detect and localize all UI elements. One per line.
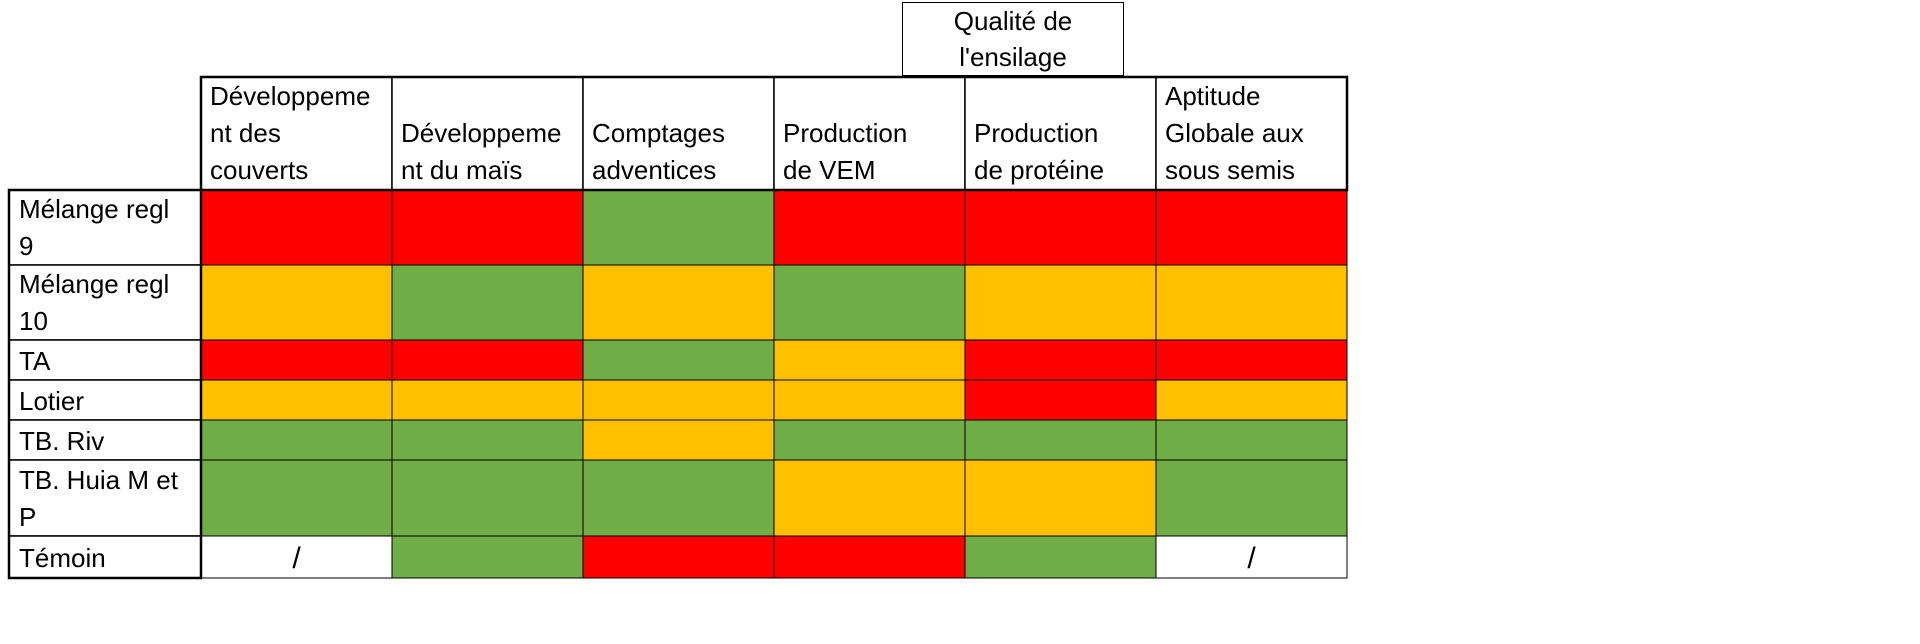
rating-cell (1155, 379, 1348, 421)
rating-cell (964, 339, 1157, 381)
rating-cell-text: / (1247, 542, 1256, 575)
rating-cell (1155, 264, 1348, 341)
row-label-cell (8, 189, 202, 266)
rating-cell (964, 419, 1157, 461)
rating-cell (582, 264, 775, 341)
row-label-cell (8, 459, 202, 537)
rating-cell (582, 459, 775, 537)
row-label: Témoin (19, 543, 106, 573)
rating-cell (1155, 535, 1348, 579)
row-label: TA (19, 346, 51, 376)
rating-cell (964, 264, 1157, 341)
row-label: Mélange regl 9 (19, 194, 169, 261)
rating-cell (200, 459, 393, 537)
row-label: Mélange regl 10 (19, 269, 169, 336)
rating-cell (773, 459, 966, 537)
top-header-quality: Qualité de l'ensilage (902, 2, 1124, 76)
column-header-label: Comptages adventices (592, 118, 725, 185)
column-header-label: Aptitude Globale aux sous semis (1165, 81, 1304, 185)
row-label-cell (8, 379, 202, 421)
row-label: TB. Huia M et P (19, 465, 179, 532)
row-label: TB. Riv (19, 426, 104, 456)
rating-cell (200, 339, 393, 381)
rating-cell (1155, 339, 1348, 381)
rating-cell (773, 535, 966, 579)
row-label-cell (8, 339, 202, 381)
column-header-cell (391, 76, 584, 191)
rating-cell (582, 419, 775, 461)
rating-cell (773, 379, 966, 421)
rating-cell (582, 189, 775, 266)
rating-cell (1155, 459, 1348, 537)
rating-cell (773, 189, 966, 266)
rating-cell (964, 459, 1157, 537)
label-column-border (7, 188, 203, 580)
rating-cell (582, 535, 775, 579)
column-header-cell (964, 76, 1157, 191)
rating-cell (200, 189, 393, 266)
rating-cell (391, 189, 584, 266)
rating-cell (391, 459, 584, 537)
rating-cell (391, 264, 584, 341)
rating-cell (1155, 189, 1348, 266)
header-border (199, 75, 1349, 192)
rating-cell-text: / (292, 542, 301, 575)
column-header-cell (773, 76, 966, 191)
row-label-cell (8, 264, 202, 341)
top-header-line-2: l'ensilage (959, 42, 1067, 72)
rating-cell (773, 264, 966, 341)
rating-cell (200, 379, 393, 421)
rating-cell (200, 419, 393, 461)
row-label: Lotier (19, 386, 84, 416)
column-header-cell (1155, 76, 1348, 191)
rating-cell (391, 535, 584, 579)
rating-cell (582, 379, 775, 421)
rating-cell (1155, 419, 1348, 461)
rating-cell (582, 339, 775, 381)
top-header-line-1: Qualité de (953, 6, 1073, 36)
column-header-label: Développeme nt du maïs (401, 118, 561, 185)
rating-cell (773, 419, 966, 461)
rating-cell (964, 379, 1157, 421)
column-header-label: Développeme nt des couverts (210, 81, 370, 185)
rating-cell (200, 535, 393, 579)
column-header-label: Production de protéine (974, 118, 1104, 185)
column-header-label: Production de VEM (783, 118, 907, 185)
rating-cell (773, 339, 966, 381)
rating-cell (391, 419, 584, 461)
rating-cell (391, 339, 584, 381)
rating-cell (200, 264, 393, 341)
rating-cell (391, 379, 584, 421)
rating-cell (964, 189, 1157, 266)
rating-cell (964, 535, 1157, 579)
